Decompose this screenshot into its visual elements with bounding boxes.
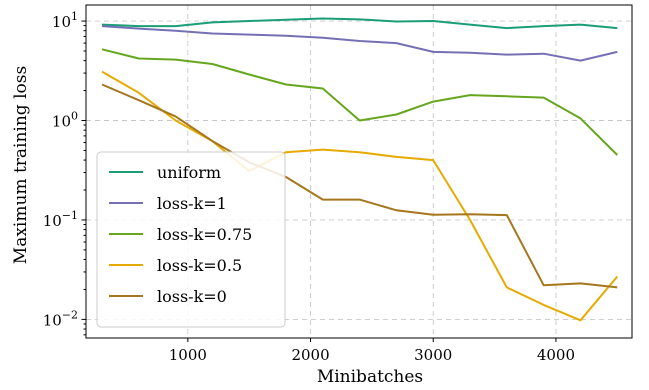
series-lines: [101, 17, 619, 322]
x-axis-ticks: 1000 2000 3000 4000: [169, 338, 575, 364]
x-tick-label: 1000: [169, 346, 207, 364]
y-tick-label: 100: [52, 109, 78, 130]
y-tick-label: 10−2: [43, 308, 78, 329]
legend: uniform loss-k=1 loss-k=0.75 loss-k=0.5 loss…: [96, 151, 286, 328]
series-line-4: [101, 83, 618, 289]
y-axis-label: Maximum training loss: [11, 66, 31, 264]
series-line-2: [101, 48, 619, 156]
legend-entry-label: loss-k=1: [157, 194, 227, 213]
legend-box: [96, 151, 286, 328]
series-line-1: [101, 25, 618, 62]
legend-entry-label: loss-k=0.5: [157, 256, 242, 275]
y-axis-ticks: 10−2 10−1 100 101: [43, 10, 86, 336]
x-axis-label: Minibatches: [317, 367, 423, 387]
plot-frame: [85, 4, 633, 339]
x-tick-label: 4000: [537, 346, 575, 364]
series-line-0: [101, 17, 618, 30]
legend-entry-label: uniform: [157, 163, 221, 182]
x-tick-label: 2000: [291, 346, 329, 364]
legend-entry-label: loss-k=0.75: [157, 225, 252, 244]
series-line-3: [101, 70, 619, 322]
y-tick-label: 101: [52, 10, 78, 31]
legend-entry-label: loss-k=0: [157, 287, 227, 306]
y-tick-label: 10−1: [43, 209, 78, 230]
x-tick-label: 3000: [414, 346, 452, 364]
